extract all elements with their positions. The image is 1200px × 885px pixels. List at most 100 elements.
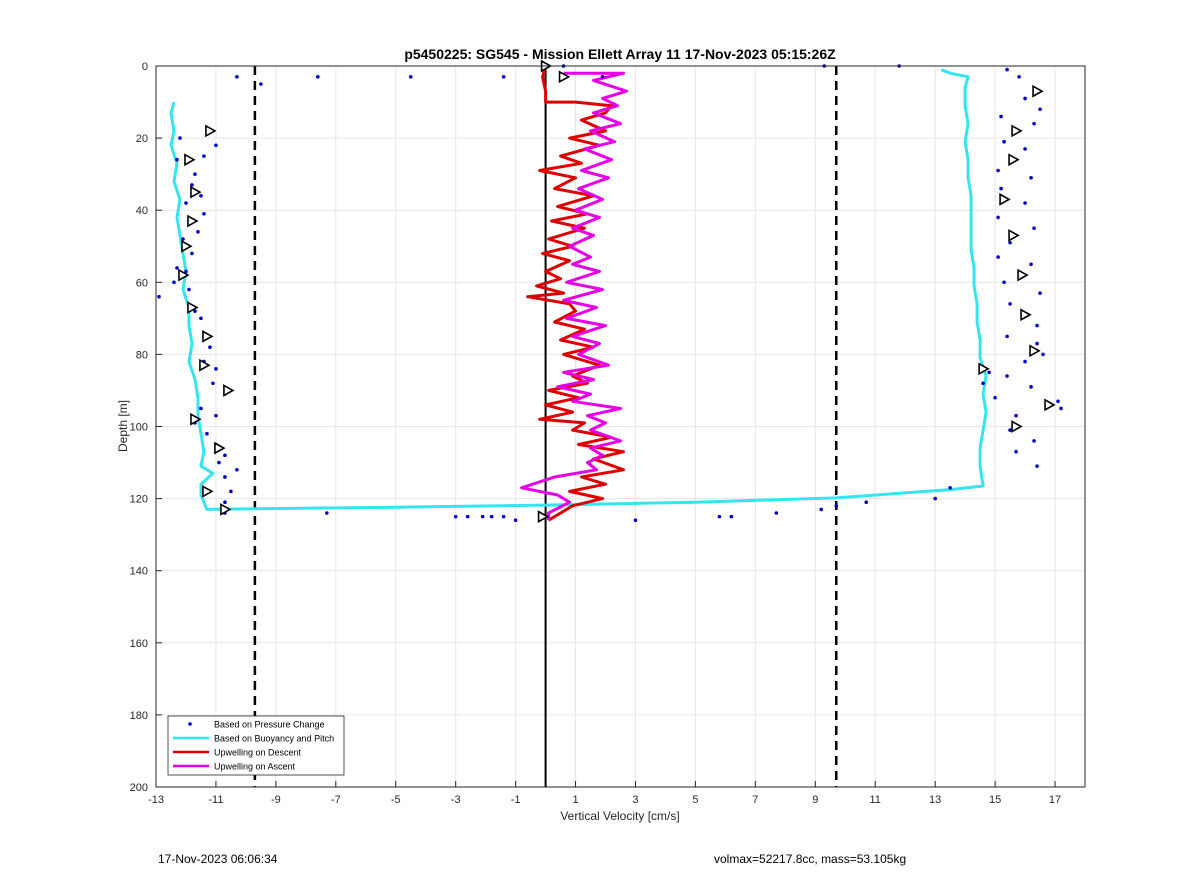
x-tick-label: -7 bbox=[331, 794, 341, 806]
y-tick-label: 180 bbox=[130, 710, 148, 722]
pressure-change-point bbox=[1002, 280, 1006, 285]
triangle-marker bbox=[1011, 124, 1023, 138]
legend-swatch-marker bbox=[188, 722, 192, 726]
series-layer bbox=[157, 64, 1063, 523]
pressure-change-point bbox=[1032, 121, 1036, 126]
pressure-change-point bbox=[223, 453, 227, 458]
triangle-marker bbox=[190, 412, 202, 426]
pressure-change-point bbox=[235, 467, 239, 472]
triangle-marker-layer bbox=[178, 59, 1056, 523]
series-line-3 bbox=[520, 71, 628, 521]
footer-timestamp: 17-Nov-2023 06:06:34 bbox=[158, 852, 278, 866]
triangle-marker bbox=[178, 268, 190, 282]
x-tick-label: 1 bbox=[572, 794, 578, 806]
triangle-marker bbox=[1011, 420, 1023, 433]
pressure-change-point bbox=[1056, 399, 1060, 404]
triangle-marker bbox=[1020, 308, 1032, 322]
pressure-change-point bbox=[981, 381, 985, 386]
series-line-2 bbox=[526, 65, 625, 522]
triangle-marker bbox=[1032, 84, 1044, 98]
pressure-change-point bbox=[208, 345, 212, 349]
pressure-change-point bbox=[172, 280, 176, 285]
triangle-marker bbox=[205, 124, 217, 138]
y-tick-label: 160 bbox=[130, 638, 148, 650]
series-line-1 bbox=[169, 68, 988, 511]
pressure-change-point bbox=[1032, 226, 1036, 231]
pressure-change-point bbox=[1023, 147, 1027, 151]
pressure-change-point bbox=[996, 255, 1000, 259]
x-tick-label: 9 bbox=[812, 794, 818, 806]
pressure-change-point bbox=[202, 212, 206, 216]
pressure-change-point bbox=[205, 431, 209, 436]
pressure-change-point bbox=[864, 500, 869, 505]
pressure-change-point bbox=[1005, 67, 1009, 72]
pressure-change-point bbox=[453, 514, 458, 519]
pressure-change-point bbox=[214, 367, 218, 371]
pressure-change-point bbox=[1005, 334, 1009, 339]
triangle-marker bbox=[199, 358, 211, 372]
x-tick-label: -5 bbox=[391, 794, 401, 806]
pressure-change-point bbox=[190, 251, 194, 256]
pressure-change-point bbox=[729, 514, 734, 519]
footer-info: volmax=52217.8cc, mass=53.105kg bbox=[714, 852, 907, 866]
pressure-change-point bbox=[819, 507, 824, 512]
triangle-marker bbox=[190, 185, 202, 199]
pressure-change-point bbox=[217, 460, 221, 465]
pressure-change-point bbox=[948, 485, 952, 490]
x-tick-label: -3 bbox=[451, 794, 461, 806]
triangle-marker bbox=[202, 485, 214, 498]
grid bbox=[155, 65, 1085, 788]
pressure-change-point bbox=[184, 201, 188, 205]
y-axis-ticks: 0 20 40 60 80 100 120 140 160 180 200 bbox=[130, 61, 162, 794]
pressure-change-point bbox=[187, 287, 191, 292]
y-axis-label: Depth [m] bbox=[116, 400, 130, 452]
pressure-change-point bbox=[1038, 107, 1042, 112]
pressure-change-point bbox=[1014, 413, 1018, 418]
triangle-marker bbox=[1008, 153, 1020, 167]
triangle-marker bbox=[187, 214, 199, 228]
triangle-marker bbox=[999, 193, 1011, 206]
pressure-change-point bbox=[1032, 439, 1036, 443]
triangle-marker bbox=[558, 70, 571, 84]
pressure-change-point bbox=[999, 114, 1003, 119]
pressure-change-point bbox=[175, 266, 179, 270]
triangle-marker bbox=[1017, 268, 1029, 282]
pressure-change-point bbox=[501, 514, 506, 519]
triangle-marker bbox=[223, 384, 235, 397]
pressure-change-point bbox=[157, 294, 161, 299]
y-tick-label: 40 bbox=[136, 205, 148, 217]
pressure-change-point bbox=[235, 75, 239, 79]
pressure-change-point bbox=[1041, 352, 1045, 357]
chart-title: p5450225: SG545 - Mission Ellett Array 1… bbox=[404, 46, 836, 62]
x-tick-label: 7 bbox=[752, 794, 758, 806]
pressure-change-point bbox=[717, 514, 722, 519]
pressure-change-point bbox=[993, 395, 997, 400]
pressure-change-point bbox=[600, 75, 605, 79]
pressure-change-point bbox=[184, 269, 188, 274]
legend: Based on Pressure Change Based on Buoyanc… bbox=[167, 715, 345, 776]
pressure-change-point bbox=[190, 183, 194, 187]
pressure-change-point bbox=[1014, 449, 1018, 454]
y-tick-label: 140 bbox=[130, 566, 148, 578]
x-tick-label: -11 bbox=[208, 794, 223, 806]
pressure-change-point bbox=[513, 518, 518, 523]
x-tick-label: -9 bbox=[271, 794, 281, 806]
pressure-change-point bbox=[1035, 464, 1039, 468]
pressure-change-point bbox=[1023, 96, 1027, 101]
pressure-change-point bbox=[1017, 75, 1021, 79]
pressure-change-point bbox=[214, 143, 218, 148]
pressure-change-point bbox=[199, 406, 203, 411]
x-tick-label: 13 bbox=[929, 794, 941, 806]
pressure-change-point bbox=[193, 172, 197, 176]
pressure-change-point bbox=[1029, 385, 1033, 389]
pressure-change-point bbox=[211, 381, 215, 386]
x-tick-label: 15 bbox=[989, 794, 1001, 806]
pressure-change-point bbox=[199, 316, 203, 321]
pressure-change-point bbox=[1038, 291, 1042, 295]
legend-entry-label: Upwelling on Descent bbox=[214, 748, 302, 758]
pressure-change-point bbox=[1035, 341, 1039, 346]
y-tick-label: 120 bbox=[130, 494, 148, 506]
pressure-change-point bbox=[1035, 323, 1039, 328]
pressure-change-point bbox=[223, 475, 227, 479]
pressure-change-point bbox=[316, 75, 320, 79]
